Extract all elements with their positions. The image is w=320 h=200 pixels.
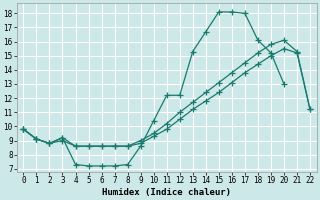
X-axis label: Humidex (Indice chaleur): Humidex (Indice chaleur)	[102, 188, 231, 197]
